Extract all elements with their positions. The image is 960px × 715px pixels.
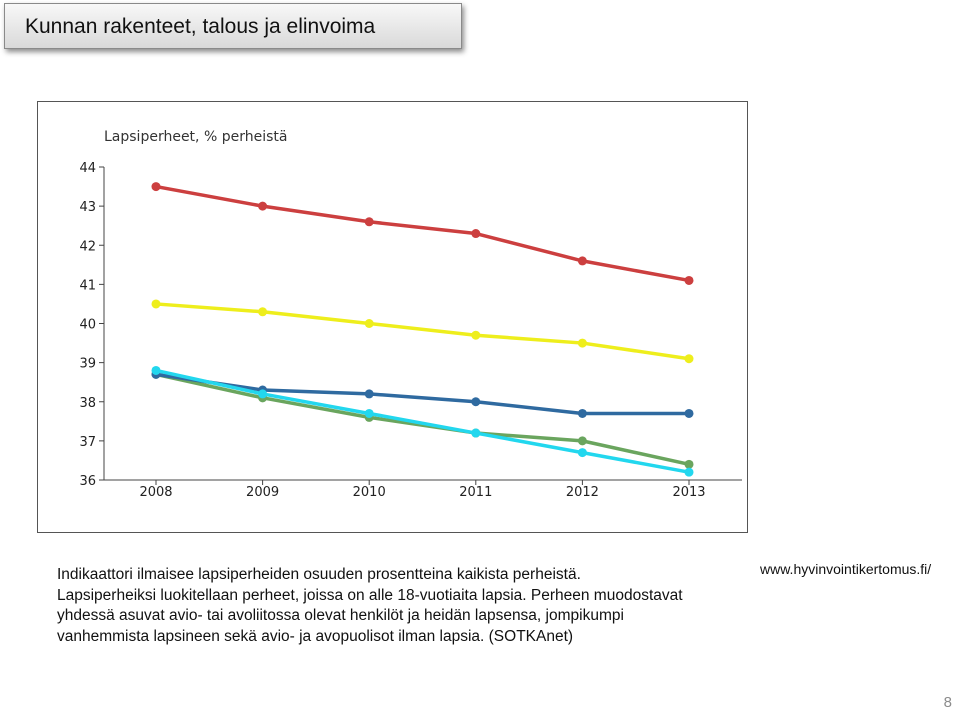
chart-title: Lapsiperheet, % perheistä <box>104 129 287 145</box>
y-tick-label: 37 <box>79 435 96 450</box>
y-tick-label: 44 <box>79 161 96 176</box>
data-point-joensuu <box>684 459 694 469</box>
data-point-koko-maa <box>151 299 161 309</box>
data-point-rovaniemi <box>577 256 587 266</box>
data-point-lappeenranta <box>364 389 374 399</box>
data-point-koko-maa <box>577 338 587 348</box>
x-tick-label: 2008 <box>139 485 172 500</box>
data-point-lappi <box>258 389 268 399</box>
y-tick-label: 42 <box>79 239 96 254</box>
source-link[interactable]: www.hyvinvointikertomus.fi/ <box>760 561 932 577</box>
y-tick-label: 39 <box>79 357 96 372</box>
data-point-joensuu <box>577 436 587 446</box>
data-point-rovaniemi <box>471 229 481 239</box>
y-tick-label: 36 <box>79 474 96 489</box>
data-point-lappeenranta <box>577 408 587 418</box>
slide-title: Kunnan rakenteet, talous ja elinvoima <box>4 3 462 49</box>
data-point-rovaniemi <box>258 201 268 211</box>
data-point-koko-maa <box>471 330 481 340</box>
x-tick-label: 2011 <box>459 485 492 500</box>
x-tick-label: 2012 <box>566 485 599 500</box>
data-point-lappeenranta <box>684 408 694 418</box>
y-tick-label: 40 <box>79 318 96 333</box>
data-point-lappi <box>364 408 374 418</box>
series-line-joensuu <box>155 372 690 467</box>
x-tick-label: 2009 <box>246 485 279 500</box>
data-point-lappi <box>471 428 481 438</box>
y-tick-label: 41 <box>79 278 96 293</box>
data-point-rovaniemi <box>684 275 694 285</box>
description-line-1: Indikaattori ilmaisee lapsiperheiden osu… <box>57 566 581 583</box>
series-line-lappi <box>155 368 690 474</box>
data-point-rovaniemi <box>364 217 374 227</box>
data-point-rovaniemi <box>151 182 161 192</box>
series-line-rovaniemi <box>155 184 690 283</box>
indicator-description: Indikaattori ilmaisee lapsiperheiden osu… <box>57 565 697 647</box>
page-number: 8 <box>943 694 952 711</box>
x-tick-label: 2010 <box>353 485 386 500</box>
data-point-lappi <box>151 365 161 375</box>
data-point-koko-maa <box>684 354 694 364</box>
series-line-koko-maa <box>155 302 690 361</box>
data-point-koko-maa <box>258 307 268 317</box>
data-point-koko-maa <box>364 319 374 328</box>
chart-frame: Lapsiperheet, % perheistä 36 37 38 39 40 41 42 4… <box>37 101 748 533</box>
y-tick-label: 43 <box>79 200 96 215</box>
data-point-lappeenranta <box>471 397 481 407</box>
description-line-2: Lapsiperheiksi luokitellaan perheet, joi… <box>57 586 683 645</box>
y-tick-label: 38 <box>79 396 96 411</box>
x-tick-label: 2013 <box>672 485 705 500</box>
data-point-lappi <box>684 467 694 477</box>
line-chart: Lapsiperheet, % perheistä 36 37 38 39 40 41 42 4… <box>79 129 742 500</box>
series-line-lappeenranta <box>155 372 689 416</box>
data-point-lappi <box>577 448 587 458</box>
